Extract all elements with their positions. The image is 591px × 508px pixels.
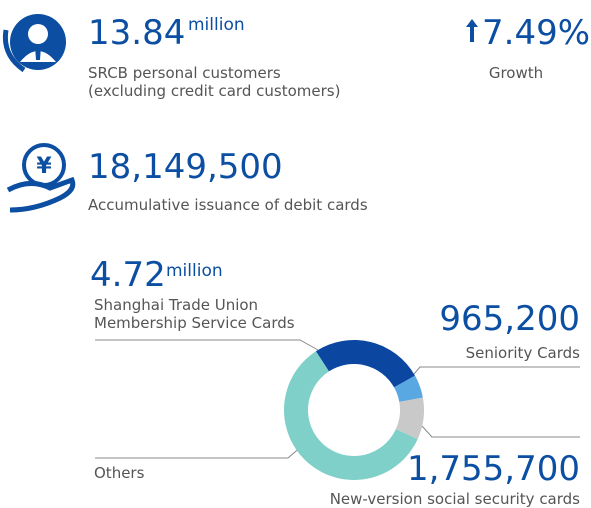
growth-label: Growth bbox=[489, 64, 543, 82]
growth-value: 7.49% bbox=[482, 13, 590, 53]
svg-text:¥: ¥ bbox=[36, 154, 52, 179]
leader-line bbox=[95, 339, 319, 351]
customer-icon bbox=[2, 14, 66, 73]
debit-label: Accumulative issuance of debit cards bbox=[88, 196, 368, 214]
customers-unit: million bbox=[188, 15, 245, 35]
leader-line bbox=[421, 425, 580, 438]
category-label: Shanghai Trade Union bbox=[94, 296, 258, 314]
customers-line2: (excluding credit card customers) bbox=[88, 82, 340, 100]
donut-segment bbox=[315, 339, 415, 388]
leader-line bbox=[413, 366, 580, 375]
category-label: Others bbox=[94, 464, 145, 482]
category-label: Seniority Cards bbox=[466, 344, 581, 362]
debit-icon: ¥ bbox=[6, 143, 76, 213]
value-label: 1,755,700 bbox=[407, 449, 580, 489]
debit-value: 18,149,500 bbox=[88, 147, 283, 187]
leader-line bbox=[95, 445, 303, 459]
donut-segment bbox=[395, 397, 424, 440]
value-unit: million bbox=[166, 261, 223, 281]
customers-line1: SRCB personal customers bbox=[88, 64, 281, 82]
donut bbox=[283, 339, 424, 480]
value-label: 965,200 bbox=[439, 299, 580, 339]
category-label: Membership Service Cards bbox=[94, 314, 295, 332]
donut-segment bbox=[283, 351, 418, 480]
customers-value: 13.84 bbox=[88, 13, 185, 53]
up-arrow bbox=[466, 19, 478, 42]
category-label: New-version social security cards bbox=[330, 490, 580, 508]
donut-segment bbox=[394, 375, 423, 402]
value-label: 4.72 bbox=[90, 255, 166, 295]
